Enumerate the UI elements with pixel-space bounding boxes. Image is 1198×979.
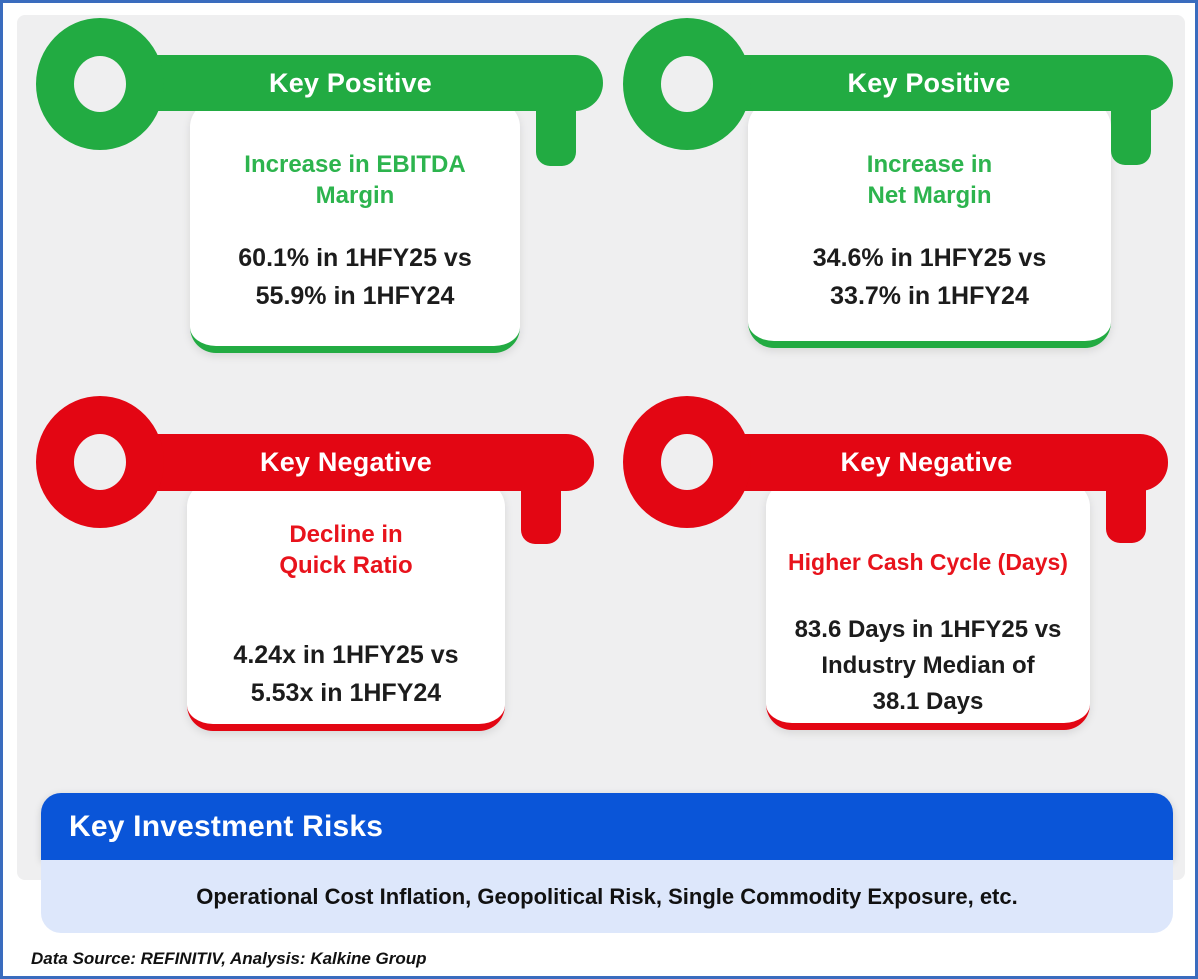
key-icon-tooth <box>521 483 561 544</box>
key-icon-tooth <box>536 103 576 166</box>
key-label: Key Positive <box>847 67 1011 98</box>
card-value-line: 4.24x in 1HFY25 vs <box>233 641 459 669</box>
card-value-line: 34.6% in 1HFY25 vs <box>812 244 1047 272</box>
card-heading-line: Margin <box>315 182 395 209</box>
key-icon-shaft: Key Positive <box>126 55 603 111</box>
risks-body-text: Operational Cost Inflation, Geopolitical… <box>196 883 1018 909</box>
key-label: Key Negative <box>840 447 1013 477</box>
key-icon-bow <box>36 18 164 150</box>
key-icon-bow <box>36 396 164 528</box>
card-heading-line: Increase in <box>866 151 993 178</box>
key-icon-tooth <box>1111 103 1151 165</box>
card-value-line: 55.9% in 1HFY24 <box>255 282 455 310</box>
risks-title: Key Investment Risks <box>69 809 384 843</box>
key-icon-shaft: Key Negative <box>713 434 1168 491</box>
key-label: Key Positive <box>269 67 432 98</box>
card-heading-line: Decline in <box>289 521 403 548</box>
card-heading-line: Increase in EBITDA <box>244 151 466 178</box>
card-value: 83.6 Days in 1HFY25 vs Industry Median o… <box>772 612 1084 720</box>
key-icon-shaft: Key Positive <box>713 55 1173 111</box>
key-icon-shaft: Key Negative <box>126 434 594 491</box>
key-icon-tooth <box>1106 483 1146 543</box>
card-value: 4.24x in 1HFY25 vs 5.53x in 1HFY24 <box>193 636 499 712</box>
key-icon-bow <box>623 396 751 528</box>
card-heading: Increase in Net Margin <box>754 149 1105 211</box>
card-heading: Decline in Quick Ratio <box>193 519 499 581</box>
card-value-line: 83.6 Days in 1HFY25 vs <box>794 616 1062 643</box>
key-label: Key Negative <box>260 447 432 477</box>
card-heading-line: Higher Cash Cycle (Days) <box>788 549 1068 575</box>
card-heading-line: Quick Ratio <box>279 552 413 579</box>
card-heading: Higher Cash Cycle (Days) <box>772 547 1084 578</box>
card-value-line: 38.1 Days <box>872 688 984 715</box>
key-icon-bow <box>623 18 751 150</box>
card-ebitda-margin: Increase in EBITDA Margin 60.1% in 1HFY2… <box>190 101 520 353</box>
card-cash-cycle: Higher Cash Cycle (Days) 83.6 Days in 1H… <box>766 481 1090 730</box>
card-heading: Increase in EBITDA Margin <box>196 149 514 211</box>
card-value: 34.6% in 1HFY25 vs 33.7% in 1HFY24 <box>754 239 1105 315</box>
card-quick-ratio: Decline in Quick Ratio 4.24x in 1HFY25 v… <box>187 481 505 731</box>
card-value-line: 5.53x in 1HFY24 <box>250 679 442 707</box>
card-value-line: 60.1% in 1HFY25 vs <box>238 244 472 272</box>
card-net-margin: Increase in Net Margin 34.6% in 1HFY25 v… <box>748 101 1111 348</box>
risks-body: Operational Cost Inflation, Geopolitical… <box>41 860 1173 933</box>
card-value-line: Industry Median of <box>821 652 1035 679</box>
card-value: 60.1% in 1HFY25 vs 55.9% in 1HFY24 <box>196 239 514 315</box>
risks-header-bar: Key Investment Risks <box>41 793 1173 860</box>
card-heading-line: Net Margin <box>867 182 992 209</box>
data-source-note: Data Source: REFINITIV, Analysis: Kalkin… <box>31 949 427 968</box>
card-value-line: 33.7% in 1HFY24 <box>830 282 1029 310</box>
